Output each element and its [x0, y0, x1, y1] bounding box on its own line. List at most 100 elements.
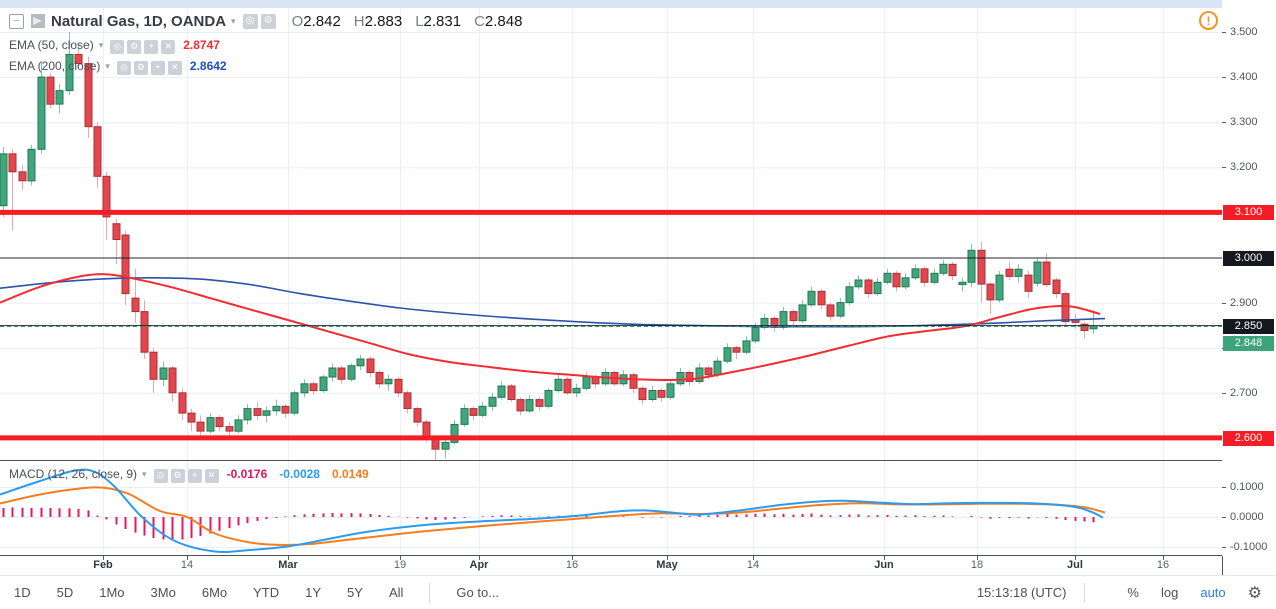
macd-histogram-value: -0.0176 [226, 467, 268, 481]
chevron-down-icon[interactable]: ▾ [98, 39, 104, 50]
time-axis-label: 14 [746, 559, 760, 571]
range-button-1mo[interactable]: 1Mo [99, 585, 125, 600]
add-icon[interactable]: + [144, 39, 159, 54]
time-axis-label: Jun [874, 559, 894, 571]
macd-legend-row: MACD (12, 26, close, 9) ▾ ◎ ⚙ + ✕ -0.0176 -… [9, 465, 381, 483]
time-axis-label: Jul [1067, 559, 1083, 571]
auto-scale-button[interactable]: auto [1200, 585, 1226, 600]
time-tick [667, 556, 668, 560]
price-axis-label: 3.500 [1230, 26, 1258, 38]
instrument-logo-icon [31, 14, 45, 28]
time-axis-label: 19 [393, 559, 407, 571]
ema200-legend-row: EMA (200, close) ▾ ◎ ⚙ + ✕ 2.8642 [9, 57, 227, 75]
time-tick [884, 556, 885, 560]
time-axis[interactable]: Feb 14 Mar 19 Apr 16 May 14 Jun 18 Jul 16 [0, 556, 1222, 575]
ohlc-o: O2.842 [291, 12, 341, 30]
ema50-value: 2.8747 [183, 38, 220, 52]
time-axis-label: 14 [180, 559, 194, 571]
range-button-3mo[interactable]: 3Mo [150, 585, 176, 600]
close-icon[interactable]: ✕ [161, 39, 176, 54]
gear-icon[interactable]: ⚙ [170, 468, 185, 483]
goto-button[interactable]: Go to... [456, 585, 500, 600]
time-axis-label: Apr [469, 559, 489, 571]
ema50-legend-row: EMA (50, close) ▾ ◎ ⚙ + ✕ 2.8747 [9, 36, 220, 54]
time-tick [103, 556, 104, 560]
clock-utc[interactable]: 15:13:18 (UTC) [976, 585, 1067, 600]
eye-icon[interactable]: ◎ [116, 60, 131, 75]
range-buttons: 1D 5D 1Mo 3Mo 6Mo YTD 1Y 5Y All [14, 585, 429, 600]
price-tick [1222, 302, 1226, 304]
macd-values: -0.0176 -0.0028 0.0149 [227, 467, 381, 481]
close-icon[interactable]: ✕ [167, 60, 182, 75]
close-icon[interactable]: ✕ [204, 468, 219, 483]
chevron-down-icon[interactable]: ▾ [105, 60, 110, 71]
price-tick [1222, 166, 1226, 168]
range-button-5y[interactable]: 5Y [347, 585, 363, 600]
toolbar-divider [429, 582, 431, 603]
eye-icon[interactable]: ◎ [153, 468, 168, 483]
chevron-down-icon[interactable]: ▾ [231, 15, 236, 26]
gear-icon[interactable]: ⚙ [133, 60, 148, 75]
collapse-pane-icon[interactable]: − [9, 13, 24, 29]
add-icon[interactable]: + [187, 468, 202, 483]
macd-label[interactable]: MACD (12, 26, close, 9) [9, 467, 138, 481]
range-button-1d[interactable]: 1D [14, 585, 31, 600]
bottom-toolbar: 1D 5D 1Mo 3Mo 6Mo YTD 1Y 5Y All Go to... 15:13:1… [0, 575, 1276, 609]
time-tick [400, 556, 401, 560]
time-axis-label: May [656, 559, 678, 571]
chart-canvas[interactable] [0, 0, 1276, 556]
percent-scale-button[interactable]: % [1127, 585, 1139, 600]
chevron-down-icon[interactable]: ▾ [142, 468, 147, 479]
ema200-value: 2.8642 [189, 59, 227, 73]
price-tick [1222, 121, 1226, 123]
ema200-label[interactable]: EMA (200, close) [9, 59, 101, 73]
time-tick [977, 556, 978, 560]
range-button-1y[interactable]: 1Y [305, 585, 322, 600]
macd-buttons: ◎ ⚙ + ✕ [151, 465, 219, 483]
price-axis[interactable]: 3.5003.4003.3003.2002.9002.8002.7000.100… [1222, 0, 1276, 575]
price-axis-label: -0.1000 [1230, 541, 1268, 553]
time-axis-label: 16 [565, 559, 579, 571]
price-axis-label: 2.700 [1230, 387, 1258, 399]
time-axis-label: Mar [278, 559, 298, 571]
range-button-all[interactable]: All [388, 585, 404, 600]
price-badge-2.600: 2.600 [1223, 430, 1274, 446]
eye-icon[interactable]: ◎ [110, 39, 125, 54]
warning-icon[interactable]: ! [1199, 11, 1218, 30]
settings-gear-icon[interactable]: ⚙ [1247, 584, 1262, 602]
ema50-buttons: ◎ ⚙ + ✕ [107, 36, 176, 54]
add-icon[interactable]: + [150, 60, 165, 75]
time-axis-label: 18 [970, 559, 984, 571]
gear-icon[interactable]: ⚙ [260, 13, 276, 29]
range-button-5d[interactable]: 5D [56, 585, 74, 600]
log-scale-button[interactable]: log [1160, 585, 1179, 600]
price-badge-3.100: 3.100 [1223, 204, 1274, 220]
gear-icon[interactable]: ⚙ [127, 39, 142, 54]
ohlc-h: H2.883 [353, 12, 403, 30]
time-tick [479, 556, 480, 560]
price-tick [1222, 516, 1226, 518]
ema50-label[interactable]: EMA (50, close) [9, 38, 94, 52]
time-axis-label: Feb [93, 559, 113, 571]
ema200-buttons: ◎ ⚙ + ✕ [114, 57, 182, 75]
macd-signal-value: 0.0149 [331, 467, 369, 481]
price-axis-label: 0.0000 [1230, 511, 1264, 523]
price-axis-label: 0.1000 [1230, 481, 1264, 493]
toolbar-divider [1084, 582, 1086, 603]
price-badge-2.850: 2.850 [1223, 318, 1274, 334]
range-button-ytd[interactable]: YTD [253, 585, 280, 600]
time-tick [187, 556, 188, 560]
price-axis-label: 3.200 [1230, 161, 1258, 173]
price-badge-3.000: 3.000 [1223, 250, 1274, 266]
eye-icon[interactable]: ◎ [242, 13, 258, 29]
time-tick [288, 556, 289, 560]
time-axis-label: 16 [1156, 559, 1170, 571]
range-button-6mo[interactable]: 6Mo [201, 585, 228, 600]
price-axis-label: 3.400 [1230, 71, 1258, 83]
price-tick [1222, 392, 1226, 394]
symbol-legend-row: − Natural Gas, 1D, OANDA ▾ ◎ ⚙ O2.842 H2.… [9, 11, 535, 31]
symbol-title[interactable]: Natural Gas, 1D, OANDA [51, 12, 227, 30]
price-tick [1222, 31, 1226, 33]
price-badge-2.848: 2.848 [1223, 335, 1274, 351]
